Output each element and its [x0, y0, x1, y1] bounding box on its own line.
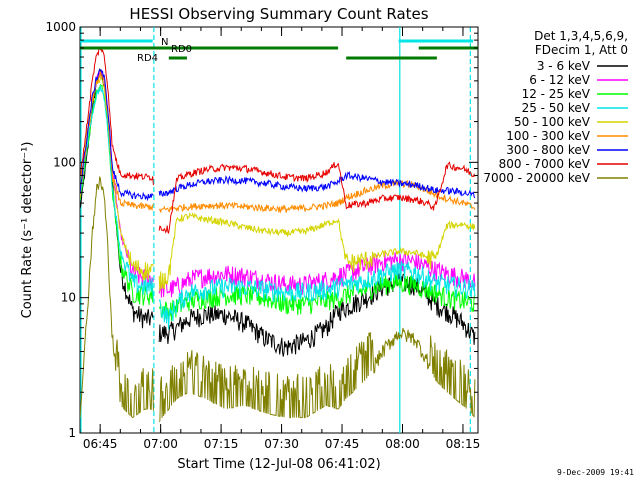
chart-title: HESSI Observing Summary Count Rates [129, 5, 428, 23]
y-tick-label: 10 [61, 291, 76, 305]
x-tick-label: 07:45 [325, 437, 360, 451]
legend-label: 800 - 7000 keV [499, 157, 591, 171]
series-line-3 [80, 84, 476, 330]
legend-label: 12 - 25 keV [522, 87, 591, 101]
series-line-6 [80, 69, 476, 202]
legend: Det 1,3,4,5,6,9,FDecim 1, Att 0 3 - 6 keV… [483, 29, 628, 185]
x-tick-label: 07:00 [143, 437, 178, 451]
x-tick-label: 07:15 [204, 437, 239, 451]
series-line-5 [80, 71, 476, 214]
y-tick-label: 1000 [45, 20, 76, 34]
x-tick-label: 06:45 [83, 437, 118, 451]
legend-header: FDecim 1, Att 0 [535, 43, 628, 57]
plot-frame [79, 26, 479, 434]
x-tick-label: 08:00 [385, 437, 420, 451]
legend-label: 50 - 100 keV [514, 115, 591, 129]
legend-label: 3 - 6 keV [537, 59, 591, 73]
x-tick-label: 08:15 [446, 437, 481, 451]
legend-label: 25 - 50 keV [522, 101, 591, 115]
legend-label: 100 - 300 keV [506, 129, 590, 143]
legend-label: 6 - 12 keV [529, 73, 591, 87]
y-axis-label: Count Rate (s⁻¹ detector⁻¹) [20, 142, 35, 319]
x-tick-label: 07:30 [264, 437, 299, 451]
footer-date: 9-Dec-2009 19:41 [557, 468, 634, 477]
series-line-8 [80, 176, 476, 422]
x-axis-label: Start Time (12-Jul-08 06:41:02) [177, 457, 380, 472]
series-line-7 [80, 46, 476, 235]
y-tick-label: 100 [53, 155, 76, 169]
y-tick-label: 1 [68, 426, 76, 440]
flag-label-n: N [161, 37, 168, 48]
legend-header: Det 1,3,4,5,6,9, [534, 29, 628, 43]
legend-label: 300 - 800 keV [506, 143, 590, 157]
flag-label-rd0: RD0 [171, 44, 192, 55]
series-line-0 [80, 67, 476, 357]
legend-label: 7000 - 20000 keV [483, 171, 590, 185]
flag-label-rd4: RD4 [137, 53, 158, 64]
